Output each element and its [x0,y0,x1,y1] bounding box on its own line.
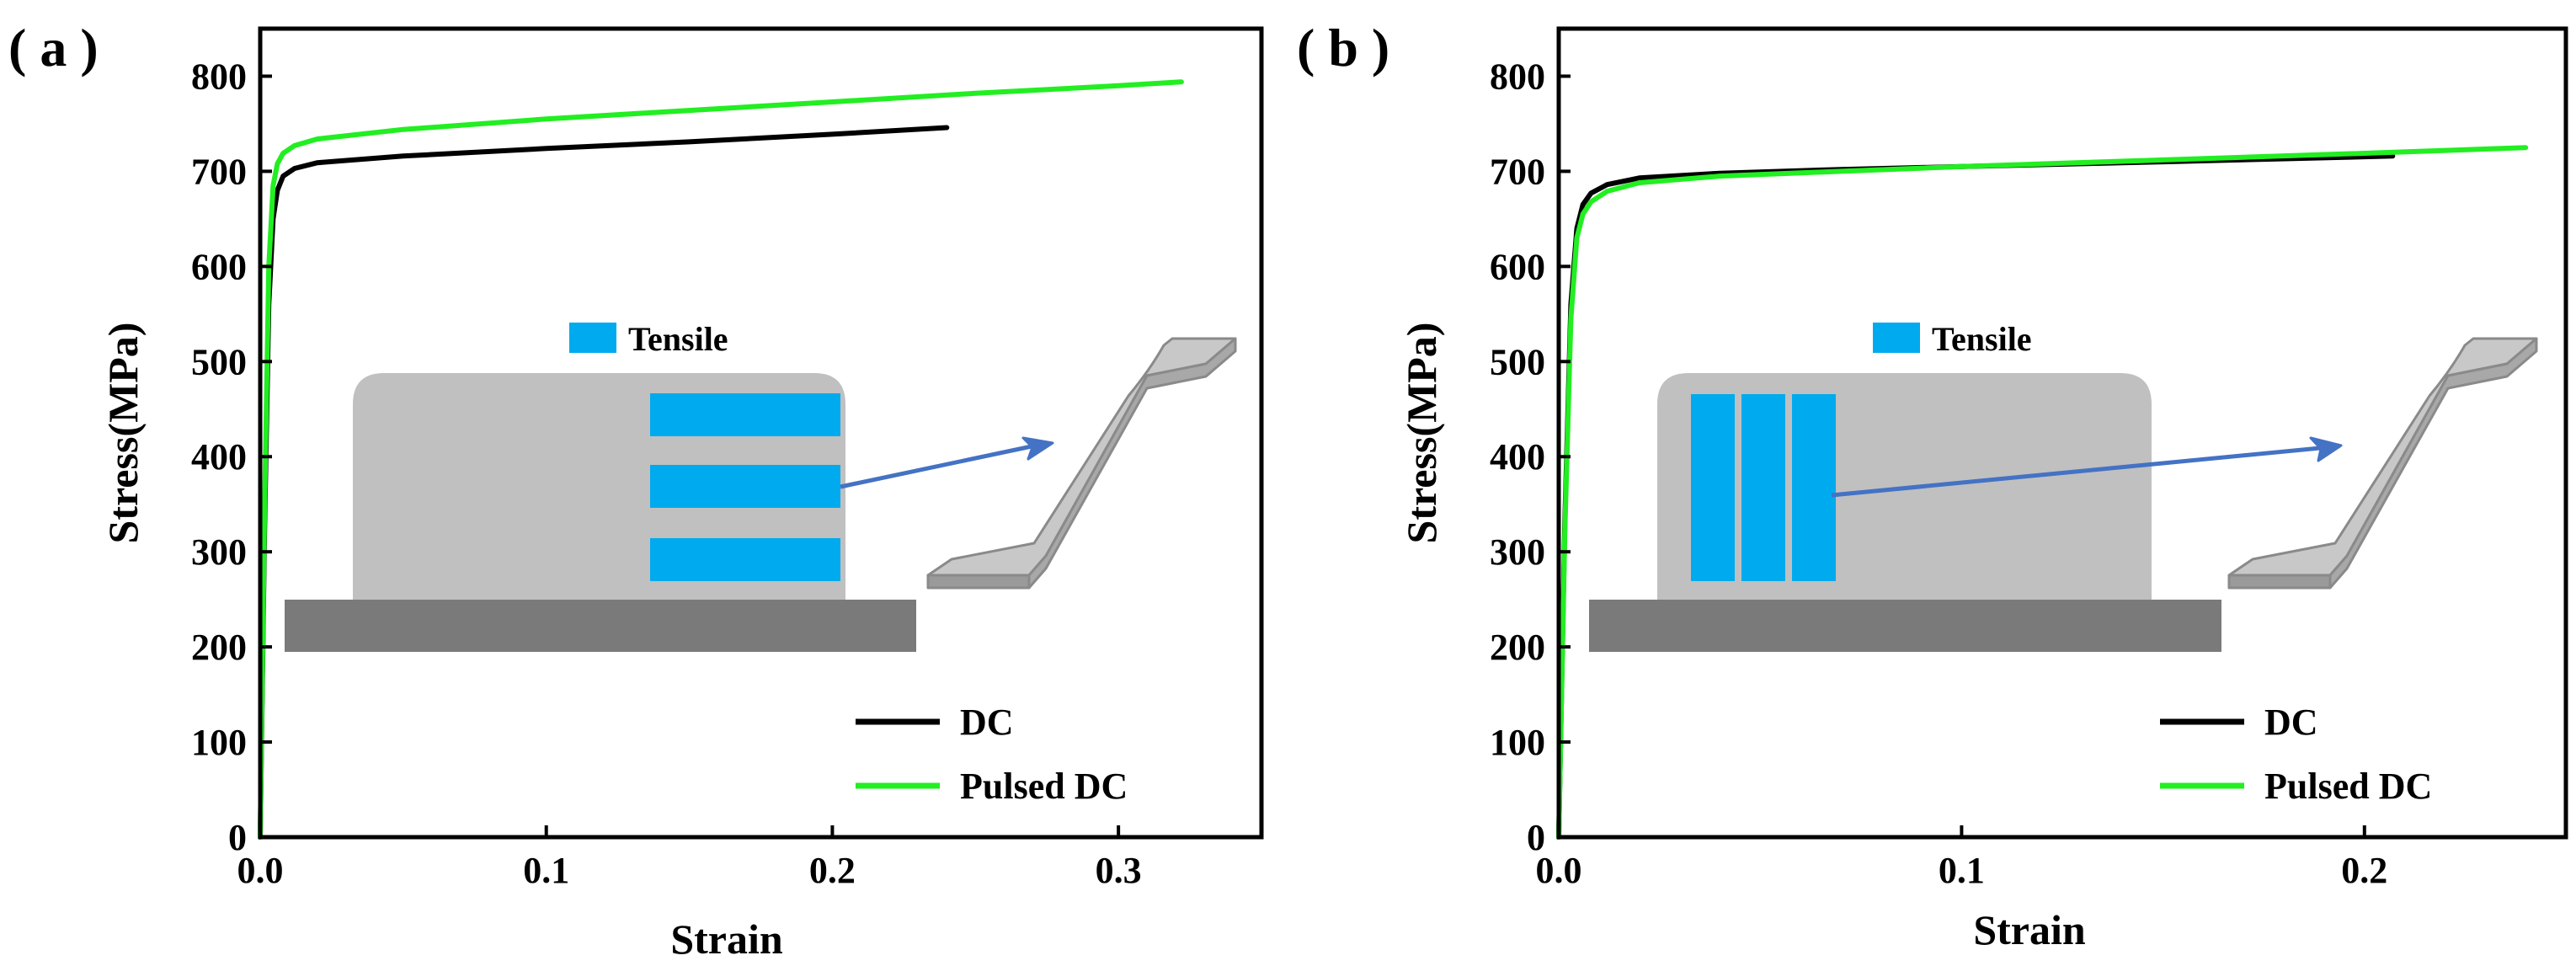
legend-label-b-pulsed-dc: Pulsed DC [2264,766,2432,807]
tensile-sample-b-3 [1792,394,1836,581]
pointer-arrow-head-b [2309,436,2343,462]
series-layer-b [1556,145,2529,840]
legend-label-b-dc: DC [2264,702,2318,743]
dogbone-specimen-b [2227,337,2538,590]
x-tick-label-a-3: 0.3 [1096,850,1142,891]
y-tick-label-a-3: 300 [191,531,247,573]
plot-frame-b [1556,26,2568,840]
tensile-sample-a-2 [650,465,840,508]
y-tick-label-b-7: 700 [1490,151,1545,192]
panel-label-a: ( a ) [8,18,99,77]
panel-label-b: ( b ) [1297,18,1389,77]
y-tick-label-b-1: 100 [1490,722,1545,763]
y-tick-label-b-2: 200 [1490,627,1545,668]
tensile-sample-b-2 [1741,394,1785,581]
tensile-legend-swatch-b [1873,323,1920,353]
tensile-sample-a-1 [650,393,840,436]
tensile-sample-a-3 [650,538,840,581]
x-tick-label-b-0: 0.0 [1536,850,1582,891]
x-tick-label-a-0: 0.0 [237,850,284,891]
legend-label-a-pulsed-dc: Pulsed DC [960,766,1128,807]
x-tick-label-b-1: 0.1 [1939,850,1985,891]
y-tick-label-a-1: 100 [191,722,247,763]
inset-schematic-a: Tensile [285,320,1237,652]
y-tick-label-a-6: 600 [191,246,247,287]
y-tick-label-a-2: 200 [191,627,247,668]
pointer-arrow-a [840,444,1032,489]
inset-schematic-b: Tensile [1589,320,2538,652]
legend-b: DC Pulsed DC [2160,702,2432,807]
y-tick-label-a-5: 500 [191,341,247,382]
legend-label-a-dc: DC [960,702,1014,743]
x-tick-label-a-1: 0.1 [523,850,569,891]
y-tick-label-b-4: 400 [1490,436,1545,478]
tensile-sample-b-1 [1691,394,1735,581]
y-axis-title-a: Stress(MPa) [99,323,147,544]
substrate-plate-a [285,600,916,652]
y-tick-label-b-6: 600 [1490,246,1545,287]
series-line-a-pulsed-dc [258,79,1184,840]
substrate-plate-b [1589,600,2221,652]
plot-frame-a [258,26,1264,840]
series-layer-a [258,79,1184,840]
y-tick-label-a-0: 0 [228,817,247,858]
x-axis-title-a: Strain [670,915,783,963]
x-axis-title-b: Strain [1973,906,2086,953]
y-tick-label-b-5: 500 [1490,341,1545,382]
y-tick-label-a-7: 700 [191,151,247,192]
legend-a: DC Pulsed DC [856,702,1128,807]
y-tick-label-a-8: 800 [191,56,247,97]
pointer-arrow-b [1831,446,2321,498]
y-tick-label-b-8: 800 [1490,56,1545,97]
tensile-legend-swatch-a [569,323,616,353]
tensile-legend-label-b: Tensile [1932,320,2032,358]
pointer-arrow-head-a [1021,436,1054,461]
ticks-layer-b: 0.0 0.1 0.2 0 100 200 300 400 500 600 700 800 [1490,56,2387,891]
tensile-legend-label-a: Tensile [628,320,728,358]
ticks-layer-a: 0.0 0.1 0.2 0.3 0 100 200 300 400 500 600 700 800 [191,56,1142,891]
y-tick-label-a-4: 400 [191,436,247,478]
x-tick-label-b-2: 0.2 [2341,850,2387,891]
series-line-b-pulsed-dc [1556,145,2529,840]
y-axis-title-b: Stress(MPa) [1398,323,1445,544]
y-tick-label-b-0: 0 [1527,817,1545,858]
panel-a: ( a ) 0.0 0.1 0.2 0.3 0 100 200 300 400 500 600 700… [8,18,1264,963]
x-tick-label-a-2: 0.2 [809,850,856,891]
dogbone-specimen-a [926,337,1237,590]
panel-b: ( b ) 0.0 0.1 0.2 0 100 200 300 400 500 600 700 800… [1297,18,2568,953]
y-tick-label-b-3: 300 [1490,531,1545,573]
